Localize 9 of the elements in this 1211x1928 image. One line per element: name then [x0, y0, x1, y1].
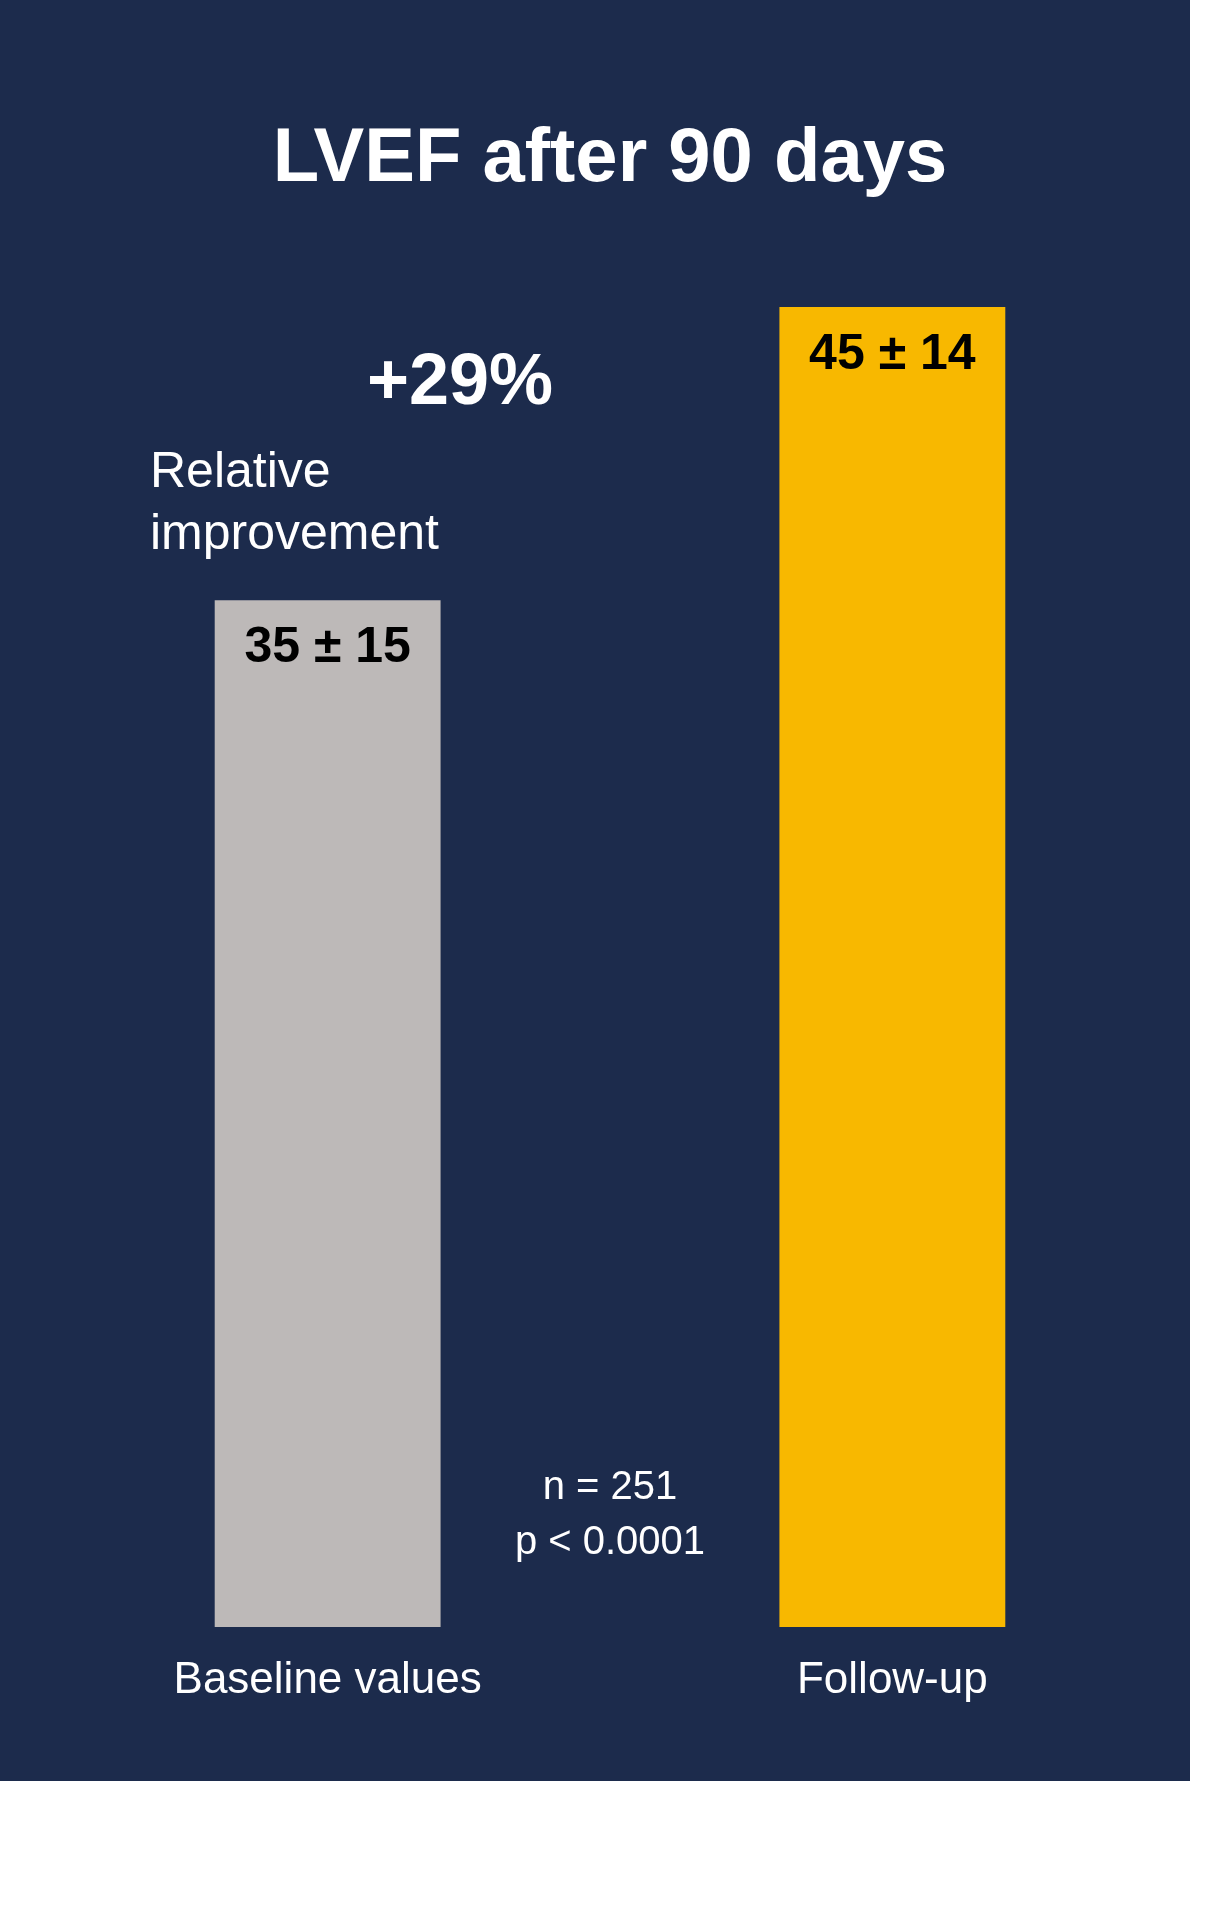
x-tick-label: Baseline values — [173, 1652, 482, 1702]
annotation: Relative improvement — [150, 442, 440, 560]
data-label: 45 ± 14 — [809, 324, 976, 380]
annotation: n = 251 — [542, 1463, 678, 1507]
chart-title: LVEF after 90 days — [272, 112, 948, 197]
annotation: p < 0.0001 — [514, 1518, 706, 1562]
data-label: 35 ± 15 — [244, 617, 411, 674]
annotation: +29% — [366, 339, 554, 419]
x-tick-label: Follow-up — [796, 1652, 988, 1702]
